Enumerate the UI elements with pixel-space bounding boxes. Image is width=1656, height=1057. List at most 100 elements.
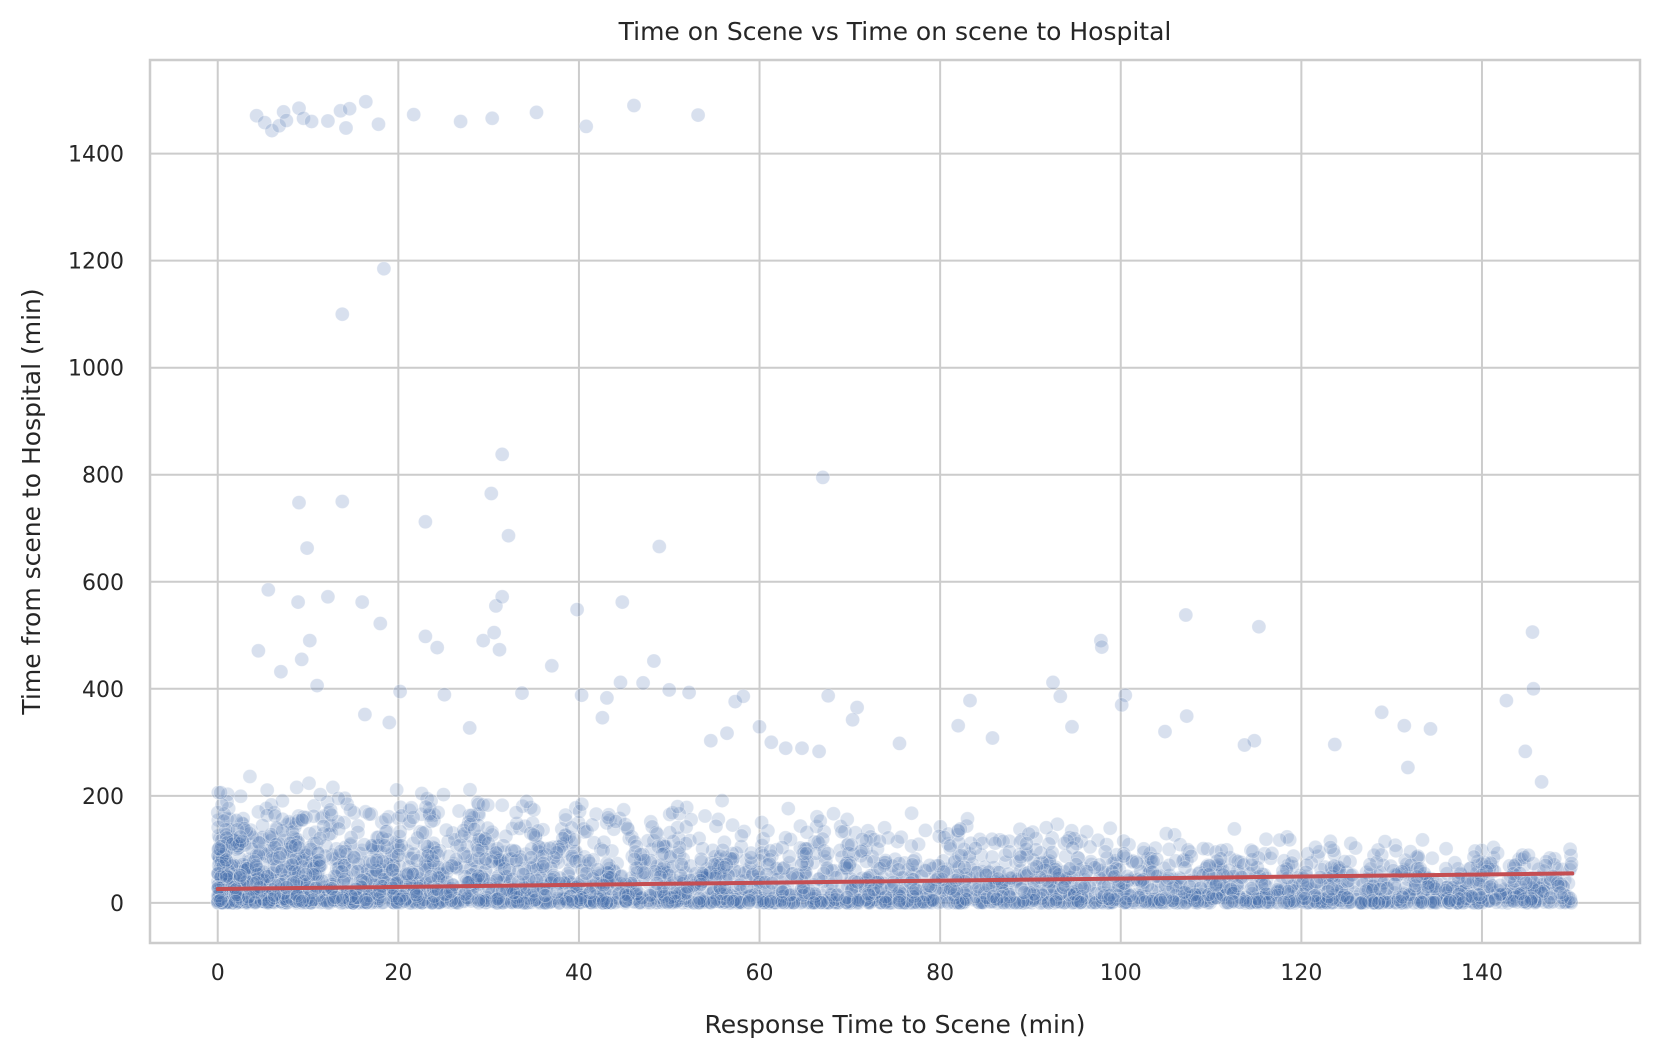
- scatter-point: [241, 852, 257, 867]
- scatter-point: [1116, 833, 1132, 849]
- scatter-point: [711, 851, 727, 867]
- scatter-point: [350, 895, 366, 911]
- scatter-point: [505, 895, 521, 910]
- scatter-point: [1107, 853, 1123, 869]
- scatter-point: [459, 838, 475, 854]
- scatter-point: [685, 895, 701, 910]
- scatter-point: [572, 891, 588, 907]
- scatter-point: [1563, 894, 1579, 909]
- scatter-point: [234, 894, 250, 909]
- scatter-point: [1396, 886, 1412, 901]
- scatter-point: [768, 895, 784, 911]
- scatter-point: [409, 853, 425, 868]
- scatter-point: [704, 864, 719, 879]
- scatter-point: [1211, 883, 1227, 899]
- scatter-point: [1042, 856, 1058, 872]
- scatter-point: [354, 843, 370, 858]
- scatter-point: [1276, 895, 1292, 910]
- scatter-point: [374, 814, 390, 830]
- scatter-point: [238, 895, 254, 911]
- scatter-point: [376, 261, 392, 277]
- scatter-point: [1020, 892, 1036, 908]
- scatter-point: [937, 889, 953, 905]
- scatter-point: [1340, 891, 1355, 907]
- scatter-point: [699, 861, 715, 877]
- scatter-point: [1161, 895, 1176, 911]
- scatter-point: [1562, 841, 1578, 857]
- scatter-point: [288, 838, 303, 853]
- scatter-point: [542, 840, 558, 856]
- scatter-point: [406, 867, 422, 882]
- scatter-point: [384, 846, 399, 861]
- scatter-point: [1385, 895, 1400, 910]
- scatter-point: [366, 894, 382, 910]
- scatter-point: [1466, 849, 1482, 865]
- scatter-point: [480, 820, 496, 836]
- scatter-point: [1348, 840, 1363, 856]
- scatter-point: [1208, 844, 1224, 860]
- scatter-point: [1356, 894, 1372, 909]
- scatter-point: [720, 893, 736, 909]
- scatter-point: [294, 852, 309, 868]
- scatter-point: [844, 837, 859, 853]
- scatter-point: [354, 863, 370, 879]
- scatter-point: [820, 688, 836, 704]
- scatter-point: [1212, 890, 1228, 905]
- scatter-point: [707, 849, 723, 865]
- scatter-point: [333, 844, 349, 859]
- y-tick-label: 1000: [68, 357, 124, 382]
- scatter-point: [233, 788, 249, 804]
- scatter-point: [1415, 895, 1430, 910]
- scatter-point: [494, 446, 510, 462]
- scatter-point: [494, 589, 510, 605]
- scatter-point: [1547, 851, 1563, 867]
- scatter-point: [334, 494, 350, 509]
- scatter-point: [1172, 892, 1188, 908]
- scatter-point: [418, 854, 434, 870]
- scatter-point: [1309, 894, 1324, 909]
- scatter-point: [354, 594, 370, 610]
- scatter-point: [1481, 893, 1497, 909]
- scatter-point: [1396, 718, 1412, 734]
- scatter-point: [1520, 895, 1536, 911]
- scatter-point: [1414, 895, 1429, 910]
- scatter-point: [600, 810, 616, 825]
- scatter-point: [702, 891, 718, 907]
- scatter-point: [213, 785, 229, 800]
- scatter-point: [218, 846, 234, 861]
- scatter-point: [590, 895, 606, 910]
- scatter-point: [556, 891, 572, 907]
- scatter-point: [760, 892, 776, 908]
- scatter-point: [639, 895, 655, 910]
- scatter-point: [1297, 891, 1313, 906]
- scatter-point: [283, 841, 299, 857]
- scatter-point: [682, 833, 698, 848]
- scatter-point: [958, 886, 974, 902]
- scatter-point: [337, 856, 353, 871]
- scatter-point: [920, 895, 935, 911]
- scatter-point: [674, 857, 689, 872]
- scatter-point: [920, 894, 936, 910]
- scatter-point: [473, 832, 489, 848]
- scatter-point: [490, 891, 506, 907]
- scatter-point: [565, 895, 580, 911]
- scatter-point: [290, 846, 306, 862]
- scatter-point: [797, 864, 812, 880]
- scatter-point: [1246, 891, 1262, 907]
- scatter-point: [609, 856, 625, 871]
- scatter-point: [457, 859, 473, 875]
- scatter-point: [265, 894, 281, 910]
- scatter-point: [1463, 890, 1479, 906]
- scatter-point: [711, 893, 727, 909]
- scatter-point: [1060, 893, 1076, 908]
- scatter-point: [488, 845, 504, 861]
- scatter-point: [1447, 855, 1463, 871]
- y-tick-label: 600: [82, 571, 124, 596]
- x-tick-label: 80: [926, 961, 954, 986]
- scatter-point: [519, 895, 535, 911]
- scatter-point: [1258, 831, 1274, 847]
- scatter-point: [996, 891, 1012, 907]
- scatter-point: [1091, 894, 1107, 910]
- scatter-point: [535, 859, 551, 874]
- scatter-point: [762, 895, 778, 911]
